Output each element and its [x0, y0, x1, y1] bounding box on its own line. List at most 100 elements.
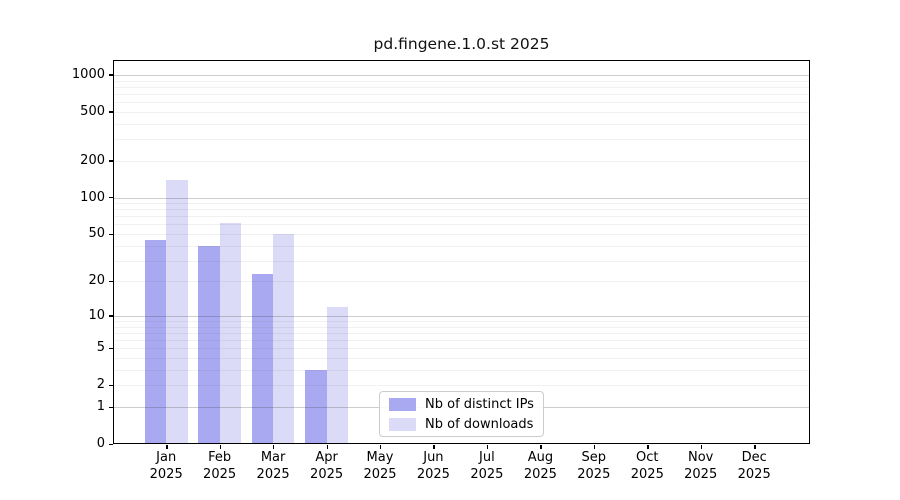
gridline [113, 348, 810, 350]
x-tick-mark [486, 444, 489, 449]
y-tick-mark [108, 406, 113, 408]
gridline [113, 80, 810, 82]
gridline [113, 281, 810, 283]
x-tick-label: Dec 2025 [724, 450, 784, 483]
x-tick-mark [433, 444, 435, 449]
x-tick-year: 2025 [470, 466, 504, 482]
legend-item-downloads: Nb of downloads [389, 416, 543, 433]
y-tick-mark [108, 443, 113, 445]
gridline [113, 385, 810, 387]
x-tick-mark [540, 444, 542, 449]
x-tick-mark [700, 444, 703, 449]
gridline [113, 111, 810, 113]
x-tick-year: 2025 [523, 466, 557, 482]
x-tick-year: 2025 [737, 466, 771, 482]
x-tick-label: Oct 2025 [617, 450, 677, 483]
gridline [113, 321, 810, 322]
x-tick-mark [380, 444, 382, 449]
legend-swatch-distinct-ips [389, 397, 416, 411]
legend-label-downloads: Nb of downloads [425, 416, 534, 432]
gridline [113, 358, 810, 359]
x-tick-label: Jul 2025 [457, 450, 517, 483]
y-tick-mark [108, 160, 113, 162]
bar-apr-downloads [326, 307, 348, 444]
gridline [113, 224, 810, 226]
legend-label-distinct-ips: Nb of distinct IPs [425, 396, 534, 412]
x-tick-year: 2025 [630, 466, 664, 482]
bar-feb-distinct-ips [198, 245, 220, 444]
y-tick-label: 20 [88, 273, 105, 289]
x-tick-label: Sep 2025 [564, 450, 624, 483]
y-tick-label: 1 [96, 399, 105, 414]
gridline [113, 74, 810, 76]
y-tick-label: 0 [96, 436, 105, 451]
gridline [113, 216, 810, 218]
gridline [113, 197, 810, 199]
gridline [113, 315, 810, 317]
x-tick-year: 2025 [310, 466, 344, 482]
y-tick-label: 500 [80, 103, 105, 119]
y-tick-mark [108, 197, 113, 199]
gridline [113, 332, 810, 334]
gridline [113, 260, 810, 262]
x-tick-mark [166, 444, 168, 449]
x-tick-label: Aug 2025 [510, 450, 570, 483]
x-tick-year: 2025 [256, 466, 290, 482]
y-tick-mark [108, 280, 113, 283]
x-tick-year: 2025 [577, 466, 611, 482]
x-tick-year: 2025 [416, 466, 450, 482]
y-tick-mark [108, 111, 113, 113]
gridline [113, 326, 810, 328]
bar-jan-distinct-ips [144, 239, 167, 444]
bar-mar-distinct-ips [251, 274, 274, 444]
x-tick-mark [326, 444, 328, 449]
gridline [113, 102, 810, 104]
y-tick-label: 10 [88, 307, 105, 323]
gridline [113, 160, 810, 162]
y-tick-label: 1000 [71, 66, 105, 82]
y-tick-label: 50 [88, 226, 105, 241]
y-tick-label: 100 [80, 189, 105, 205]
chart-title: pd.fingene.1.0.st 2025 [373, 35, 550, 53]
x-tick-mark [754, 444, 756, 449]
x-tick-label: Nov 2025 [671, 450, 731, 483]
y-tick-mark [108, 315, 113, 317]
y-tick-label: 5 [96, 340, 105, 356]
bar-mar-downloads [273, 234, 295, 444]
x-tick-label: Jan 2025 [136, 450, 196, 483]
legend-item-distinct-ips: Nb of distinct IPs [389, 396, 543, 413]
x-tick-label: May 2025 [350, 450, 410, 483]
gridline [113, 139, 810, 141]
x-tick-year: 2025 [684, 466, 718, 482]
gridline [113, 203, 810, 204]
gridline [113, 123, 810, 125]
gridline [113, 86, 810, 88]
gridline [113, 209, 810, 211]
y-tick-mark [108, 347, 113, 350]
gridline [113, 94, 810, 95]
gridline [113, 245, 810, 247]
gridline [113, 369, 810, 371]
bar-feb-downloads [219, 222, 241, 444]
x-tick-year: 2025 [363, 466, 397, 482]
bar-apr-distinct-ips [305, 369, 327, 444]
y-tick-label: 200 [80, 152, 105, 168]
x-tick-label: Apr 2025 [297, 450, 357, 483]
gridline [113, 340, 810, 342]
x-tick-mark [219, 444, 221, 449]
y-tick-mark [108, 384, 113, 387]
x-tick-label: Feb 2025 [190, 450, 250, 483]
y-tick-mark [108, 74, 113, 76]
x-tick-label: Jun 2025 [403, 450, 463, 483]
x-tick-mark [647, 444, 649, 449]
y-tick-mark [108, 233, 113, 235]
x-tick-label: Mar 2025 [243, 450, 303, 483]
x-tick-mark [273, 444, 275, 449]
gridline [113, 234, 810, 235]
legend: Nb of distinct IPs Nb of downloads [379, 391, 544, 437]
y-tick-label: 2 [96, 377, 105, 393]
x-tick-mark [593, 444, 596, 449]
x-tick-year: 2025 [149, 466, 183, 482]
x-tick-year: 2025 [203, 466, 237, 482]
